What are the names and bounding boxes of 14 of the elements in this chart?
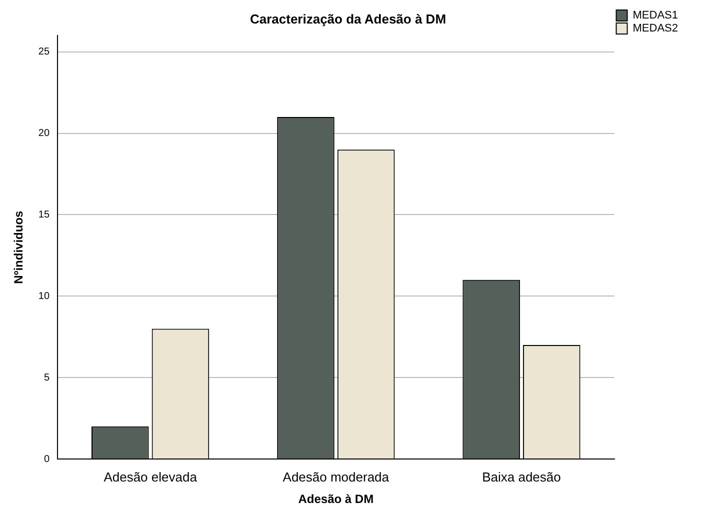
y-tick-label: 5 [44,372,50,384]
legend-label: MEDAS1 [632,10,678,22]
y-tick-label: 25 [38,46,50,58]
y-axis-title: Nºindividuos [12,210,26,284]
x-tick-label: Baixa adesão [482,469,561,484]
y-tick-label: 0 [44,454,50,465]
x-tick-label: Adesão elevada [104,469,198,484]
y-tick-label: 15 [38,209,50,220]
y-tick-label: 20 [38,128,50,140]
legend-label: MEDAS2 [632,22,678,35]
x-tick-label: Adesão moderada [282,469,390,484]
chart-title: Caracterização da Adesão à DM [250,11,446,26]
y-tick-label: 10 [38,290,50,302]
x-axis-title: Adesão à DM [298,492,374,506]
